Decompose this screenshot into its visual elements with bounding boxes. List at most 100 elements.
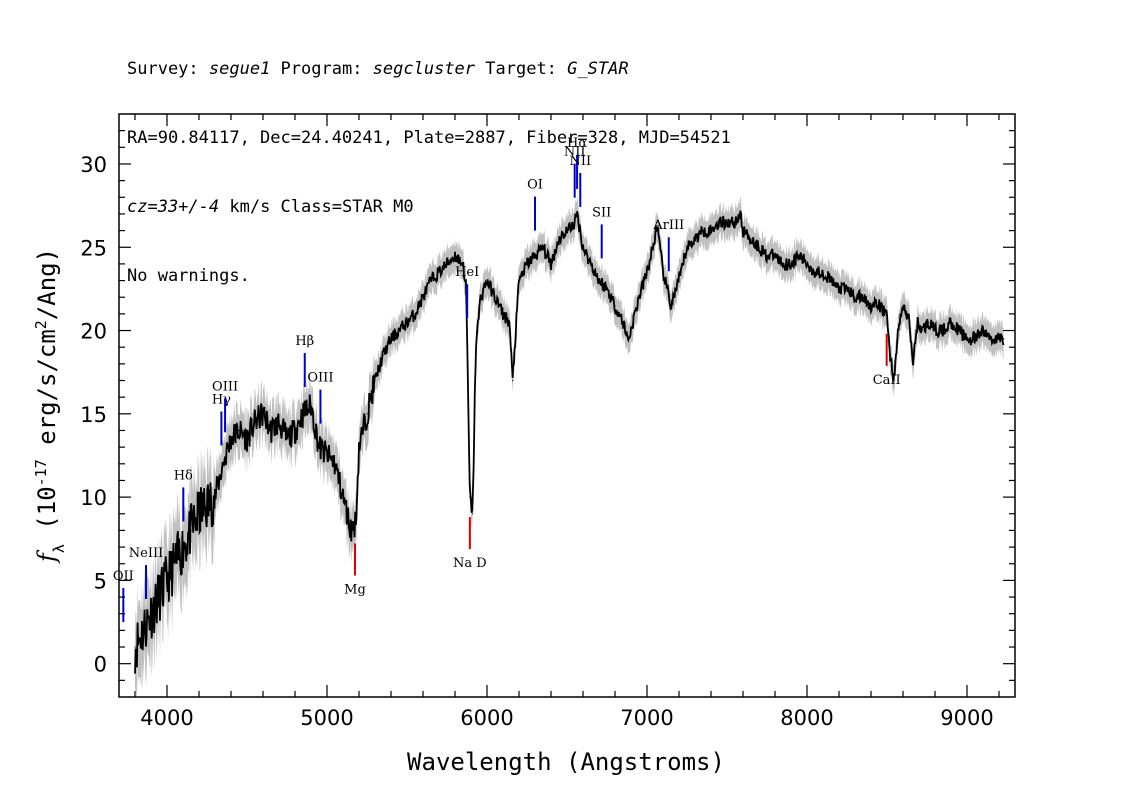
spectral-line-label: OIII <box>307 371 333 386</box>
flux-point <box>822 271 824 273</box>
flux-point <box>902 305 904 307</box>
flux-point <box>998 338 1000 340</box>
flux-point <box>654 238 656 240</box>
flux-point <box>702 230 704 232</box>
flux-point <box>150 613 152 615</box>
flux-point <box>838 288 840 290</box>
flux-point <box>718 221 720 223</box>
flux-point <box>511 379 514 382</box>
flux-point <box>627 338 629 340</box>
flux-point <box>806 263 808 265</box>
flux-point <box>334 463 336 465</box>
flux-point <box>905 313 907 315</box>
flux-point <box>494 296 496 298</box>
flux-point <box>502 313 504 315</box>
flux-point <box>889 354 891 357</box>
line-marker-group: OIINeIIIHδHγOIIIHβOIIIHeIOINIIHαNIISIIAr… <box>113 136 901 623</box>
x-axis: 4000 5000 6000 7000 8000 9000 <box>134 114 1000 730</box>
flux-point <box>846 288 848 290</box>
plot-frame <box>118 113 1016 698</box>
flux-point <box>606 288 608 290</box>
spectral-line-label: Mg <box>344 582 366 597</box>
flux-point <box>750 238 752 240</box>
flux-point <box>726 221 728 223</box>
flux-point <box>310 404 312 407</box>
spectral-line-label: OI <box>527 178 543 193</box>
y-tick-label: 15 <box>80 403 107 427</box>
class-value: km/s Class=STAR M0 <box>219 197 414 217</box>
header-line-redshift: cz=33+/-4 km/s Class=STAR M0 <box>127 196 731 219</box>
flux-line <box>134 210 1005 674</box>
flux-point <box>294 429 296 432</box>
flux-point <box>508 321 510 323</box>
flux-point <box>286 438 288 440</box>
flux-point <box>382 354 384 357</box>
flux-point <box>928 321 930 323</box>
y-axis-title-close: /Ang) <box>33 248 61 320</box>
flux-point <box>254 421 256 423</box>
flux-point <box>558 238 560 240</box>
survey-label: Survey: <box>127 59 209 79</box>
spectral-line-label: Hβ <box>295 334 314 349</box>
y-tick-label: 20 <box>80 320 107 344</box>
flux-point <box>515 329 517 332</box>
y-tick-label: 5 <box>94 569 107 593</box>
flux-point <box>958 329 960 332</box>
spectral-line-label: NeIII <box>129 546 163 561</box>
flux-point <box>678 280 680 282</box>
flux-point <box>656 221 658 223</box>
x-tick-label: 5000 <box>300 706 353 730</box>
flux-point <box>630 329 632 332</box>
flux-point <box>406 321 408 323</box>
flux-point <box>790 263 792 265</box>
y-tick-label: 25 <box>80 236 107 260</box>
redshift-value: cz=33+/-4 <box>127 197 220 217</box>
flux-point <box>686 246 688 248</box>
flux-point <box>518 280 520 282</box>
flux-point <box>246 438 248 440</box>
flux-point <box>582 246 584 248</box>
flux-point <box>739 213 741 215</box>
spectral-line-label: Hδ <box>174 468 193 483</box>
flux-point <box>774 255 776 257</box>
header-line-coordinates: RA=90.84117, Dec=24.40241, Plate=2887, F… <box>127 128 731 148</box>
flux-point <box>854 296 856 298</box>
flux-point <box>462 263 464 265</box>
flux-point <box>886 313 888 315</box>
flux-point <box>710 230 712 232</box>
flux-point <box>222 463 224 465</box>
flux-point <box>974 338 976 340</box>
flux-point <box>355 521 357 523</box>
program-label: Program: <box>270 59 373 79</box>
flux-point <box>475 346 477 348</box>
spectral-line-label: ArIII <box>652 218 684 233</box>
flux-point <box>950 321 952 323</box>
spectral-line-label: Na D <box>453 556 487 571</box>
flux-point <box>598 280 600 282</box>
target-label: Target: <box>475 59 568 79</box>
header-line-warnings: No warnings. <box>127 266 250 286</box>
flux-point <box>414 313 416 315</box>
flux-point <box>830 280 832 282</box>
y-tick-label: 30 <box>80 153 107 177</box>
flux-point <box>622 321 624 323</box>
flux-point <box>398 329 400 332</box>
target-value: G_STAR <box>567 59 629 79</box>
flux-point <box>469 496 471 498</box>
flux-point <box>182 546 184 548</box>
flux-point <box>878 305 880 307</box>
flux-point <box>438 271 440 273</box>
flux-point <box>566 230 568 232</box>
flux-error-band <box>135 196 1004 697</box>
flux-point <box>526 263 528 265</box>
flux-point <box>206 504 208 506</box>
y-tick-label: 10 <box>80 486 107 510</box>
flux-point <box>614 305 616 307</box>
flux-point <box>472 513 474 515</box>
spectral-line-label: Hα <box>567 136 587 151</box>
flux-point <box>262 413 264 415</box>
flux-point <box>350 529 352 532</box>
flux-point <box>142 629 144 632</box>
spectral-line-label: NII <box>569 154 591 169</box>
spectral-line-label: OIII <box>212 379 238 394</box>
